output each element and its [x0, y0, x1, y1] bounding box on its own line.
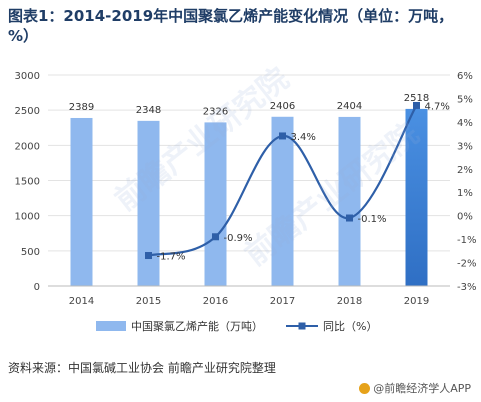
growth-value-label: -1.7%	[157, 252, 186, 263]
bar-2015	[137, 120, 160, 286]
y-left-tick-label: 2000	[15, 141, 40, 152]
growth-value-label: 4.7%	[425, 101, 450, 112]
y-left-tick-label: 3000	[15, 71, 40, 82]
legend-label-line: 同比（%）	[323, 320, 377, 333]
brand-logo-icon	[359, 382, 371, 394]
x-tick-label: 2018	[337, 296, 362, 307]
bar-value-label: 2404	[337, 101, 362, 112]
y-right-tick-label: 0%	[457, 212, 473, 223]
y-left-tick-label: 0	[34, 282, 40, 293]
bar-value-label: 2389	[69, 102, 94, 113]
source-note: 资料来源：中国氯碱工业协会 前瞻产业研究院整理	[8, 361, 276, 375]
line-series	[145, 101, 420, 260]
bar-value-label: 2518	[404, 93, 429, 104]
legend-swatch-bar	[96, 321, 126, 331]
growth-value-label: -0.9%	[224, 233, 253, 244]
bar-value-label: 2348	[136, 105, 161, 116]
growth-value-label: 3.4%	[291, 132, 316, 143]
y-right-tick-label: 2%	[457, 165, 473, 176]
x-tick-label: 2019	[404, 296, 429, 307]
y-left-tick-label: 2500	[15, 106, 40, 117]
x-tick-label: 2014	[69, 296, 94, 307]
y-right-tick-label: 5%	[457, 94, 473, 105]
y-left-tick-label: 1000	[15, 212, 40, 223]
x-tick-label: 2015	[136, 296, 161, 307]
y-right-tick-label: -1%	[457, 235, 476, 246]
chart-title: 图表1：2014-2019年中国聚氯乙烯产能变化情况（单位：万吨，%）	[8, 7, 454, 45]
growth-value-label: -0.1%	[358, 214, 387, 225]
y-right-tick-label: 3%	[457, 141, 473, 152]
growth-point-2016	[212, 233, 219, 241]
legend: 中国聚氯乙烯产能（万吨） 同比（%）	[96, 319, 377, 333]
growth-point-2019	[413, 101, 420, 109]
data-labels: 2389 2348 2326 2406 2404 2518 -1.7% -0.9% 3.4% -0…	[69, 93, 450, 263]
growth-point-2015	[145, 252, 152, 260]
bar-2016	[204, 122, 227, 286]
bar-2017	[271, 116, 294, 286]
growth-point-2017	[279, 132, 286, 140]
bar-2019	[405, 108, 428, 286]
growth-point-2018	[346, 214, 353, 222]
bar-series	[70, 108, 428, 286]
bar-2014	[70, 117, 93, 286]
y-right-tick-label: 4%	[457, 118, 473, 129]
legend-label-bar: 中国聚氯乙烯产能（万吨）	[131, 319, 263, 333]
y-left-tick-label: 500	[21, 247, 40, 258]
bar-value-label: 2326	[203, 106, 228, 117]
bar-value-label: 2406	[270, 101, 295, 112]
y-right-tick-label: -3%	[457, 282, 476, 293]
legend-swatch-marker	[298, 322, 306, 330]
brand-credit: @前瞻经济学人APP	[359, 380, 471, 396]
axes: 0 500 1000 1500 2000 2500 3000 -3% -2% -1% 0% 1% 2% 3…	[15, 71, 477, 307]
brand-text: @前瞻经济学人APP	[373, 382, 471, 395]
x-tick-label: 2016	[203, 296, 228, 307]
y-right-tick-label: 6%	[457, 71, 473, 82]
y-left-tick-label: 1500	[15, 177, 40, 188]
bar-2018	[338, 116, 361, 286]
x-tick-label: 2017	[270, 296, 295, 307]
y-right-tick-label: -2%	[457, 259, 476, 270]
y-right-tick-label: 1%	[457, 188, 473, 199]
